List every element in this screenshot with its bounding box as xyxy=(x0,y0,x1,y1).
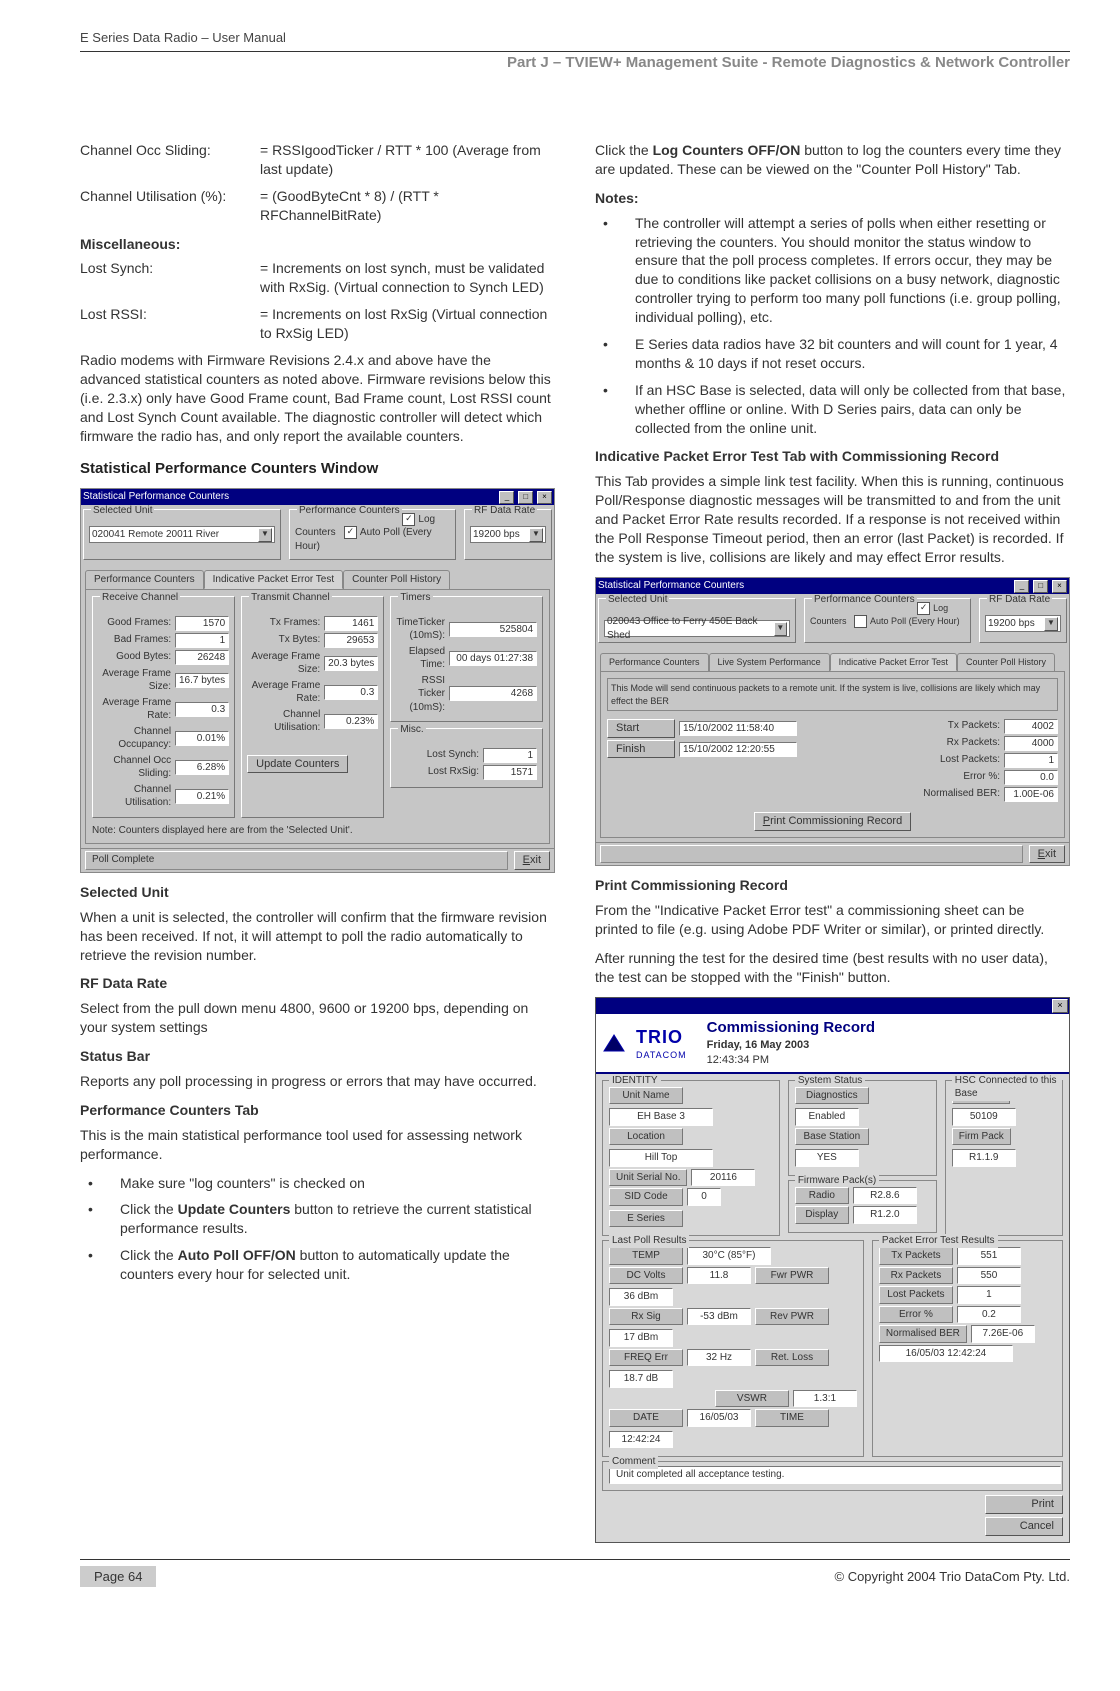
auto-poll-checkbox[interactable] xyxy=(854,615,867,628)
close-icon[interactable]: × xyxy=(1052,580,1067,593)
max-icon[interactable]: □ xyxy=(518,491,533,504)
rf-dropdown[interactable]: 19200 bps▼ xyxy=(470,526,546,543)
log-counters-checkbox[interactable]: ✓ xyxy=(402,513,415,526)
rf-dropdown[interactable]: 19200 bps▼ xyxy=(985,615,1061,632)
spc-window: Statistical Performance Counters _ □ × S… xyxy=(80,488,555,873)
tab-ipet[interactable]: Indicative Packet Error Test xyxy=(830,653,957,671)
para-status-bar: Reports any poll processing in progress … xyxy=(80,1072,555,1091)
auto-poll-checkbox[interactable]: ✓ xyxy=(344,526,357,539)
sec-status-bar: Status Bar xyxy=(80,1047,555,1066)
para-ipet: This Tab provides a simple link test fac… xyxy=(595,472,1070,566)
part-title: Part J – TVIEW+ Management Suite - Remot… xyxy=(80,51,1070,71)
print-button[interactable]: Print xyxy=(985,1495,1063,1514)
page-number: Page 64 xyxy=(80,1566,156,1587)
ipet-window: Statistical Performance Counters _ □ × S… xyxy=(595,577,1070,867)
para-pcr1: From the "Indicative Packet Error test" … xyxy=(595,901,1070,939)
para-log: Click the Log Counters OFF/ON button to … xyxy=(595,141,1070,179)
left-column: Channel Occ Sliding:= RSSIgoodTicker / R… xyxy=(80,141,555,1543)
right-column: Click the Log Counters OFF/ON button to … xyxy=(595,141,1070,1543)
sec-rf-data-rate: RF Data Rate xyxy=(80,974,555,993)
exit-button[interactable]: Exit xyxy=(514,851,550,870)
chevron-down-icon: ▼ xyxy=(1044,617,1058,631)
recv-panel: Receive Channel Good Frames:1570Bad Fram… xyxy=(92,596,235,818)
sec-pcr: Print Commissioning Record xyxy=(595,876,1070,895)
unit-dropdown[interactable]: 020043 Office to Ferry 450E Back Shed▼ xyxy=(604,620,790,637)
comment-field[interactable]: Unit completed all acceptance testing. xyxy=(609,1466,1061,1484)
misc-head: Miscellaneous: xyxy=(80,235,555,254)
para-pct: This is the main statistical performance… xyxy=(80,1126,555,1164)
chevron-down-icon: ▼ xyxy=(529,528,543,542)
close-icon[interactable]: × xyxy=(537,491,552,504)
rf-label: RF Data Rate xyxy=(472,505,537,516)
spc-title: Statistical Performance Counters xyxy=(83,490,229,504)
tab-live[interactable]: Live System Performance xyxy=(709,653,830,671)
update-counters-button[interactable]: Update Counters xyxy=(247,755,348,774)
sec-selected-unit: Selected Unit xyxy=(80,883,555,902)
status-text: Poll Complete xyxy=(85,851,508,870)
misc-panel: Misc. Lost Synch:1Lost RxSig:1571 xyxy=(390,728,543,788)
close-icon[interactable]: × xyxy=(1052,999,1068,1013)
start-button[interactable]: Start xyxy=(607,719,675,738)
tab-ipet[interactable]: Indicative Packet Error Test xyxy=(204,570,344,590)
sec-ipet: Indicative Packet Error Test Tab with Co… xyxy=(595,447,1070,466)
copyright: © Copyright 2004 Trio DataCom Pty. Ltd. xyxy=(835,1569,1071,1584)
note-text: Note: Counters displayed here are from t… xyxy=(92,824,543,838)
unit-dropdown[interactable]: 020041 Remote 20011 River▼ xyxy=(89,526,275,543)
chevron-down-icon: ▼ xyxy=(774,622,787,636)
finish-button[interactable]: Finish xyxy=(607,740,675,759)
min-icon[interactable]: _ xyxy=(1014,580,1029,593)
triangle-icon xyxy=(602,1033,626,1053)
chevron-down-icon: ▼ xyxy=(258,528,272,542)
para-pcr2: After running the test for the desired t… xyxy=(595,949,1070,987)
print-comm-button[interactable]: Print Commissioning Record xyxy=(754,812,911,831)
para-selected-unit: When a unit is selected, the controller … xyxy=(80,908,555,965)
sec-spcw: Statistical Performance Counters Window xyxy=(80,459,555,479)
para-rf: Select from the pull down menu 4800, 960… xyxy=(80,999,555,1037)
sec-pct: Performance Counters Tab xyxy=(80,1101,555,1120)
trio-logo xyxy=(602,1033,626,1053)
log-counters-checkbox[interactable]: ✓ xyxy=(917,602,930,615)
tab-perf[interactable]: Performance Counters xyxy=(85,570,204,590)
timers-panel: Timers TimeTicker (10mS):525804Elapsed T… xyxy=(390,596,543,722)
tab-history[interactable]: Counter Poll History xyxy=(957,653,1055,671)
min-icon[interactable]: _ xyxy=(499,491,514,504)
max-icon[interactable]: □ xyxy=(1033,580,1048,593)
radio-firmware-para: Radio modems with Firmware Revisions 2.4… xyxy=(80,351,555,445)
tx-panel: Transmit Channel Tx Frames:1461Tx Bytes:… xyxy=(241,596,384,818)
tab-history[interactable]: Counter Poll History xyxy=(343,570,450,590)
tab-perf[interactable]: Performance Counters xyxy=(600,653,709,671)
sel-unit-label: Selected Unit xyxy=(91,505,154,516)
page-footer: Page 64 © Copyright 2004 Trio DataCom Pt… xyxy=(80,1559,1070,1587)
commissioning-window: × TRIO DATACOM Commissioning Record Frid… xyxy=(595,997,1070,1543)
exit-button[interactable]: Exit xyxy=(1029,845,1065,864)
perf-counters-label: Performance Counters xyxy=(297,505,402,516)
cancel-button[interactable]: Cancel xyxy=(985,1517,1063,1536)
notes-head: Notes: xyxy=(595,189,1070,208)
doc-title: E Series Data Radio – User Manual xyxy=(80,30,1070,47)
ipet-hint: This Mode will send continuous packets t… xyxy=(607,678,1058,710)
